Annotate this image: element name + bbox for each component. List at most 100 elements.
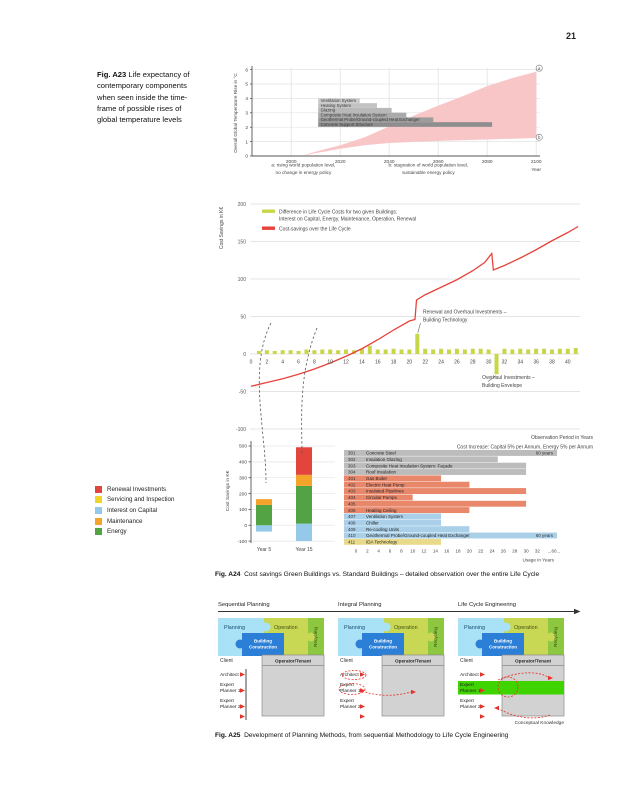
svg-text:Planner 1: Planner 1 — [220, 688, 241, 694]
svg-text:30: 30 — [524, 548, 530, 553]
svg-text:Operator/Tenant: Operator/Tenant — [395, 659, 432, 664]
svg-text:Operator/Tenant: Operator/Tenant — [275, 659, 312, 664]
svg-text:Building: Building — [374, 639, 392, 644]
svg-text:Planner 2: Planner 2 — [460, 704, 481, 710]
legend-label: Renewal Investments — [107, 485, 167, 493]
svg-text:Building: Building — [254, 639, 272, 644]
figA25-caption-text: Development of Planning Methods, from se… — [244, 732, 509, 739]
svg-text:Cost-savings over the Life Cyc: Cost-savings over the Life Cycle — [279, 227, 351, 233]
svg-text:Building Technology: Building Technology — [423, 318, 468, 324]
svg-text:Construction: Construction — [489, 645, 517, 650]
svg-text:407: 407 — [348, 514, 356, 519]
svg-text:200: 200 — [239, 491, 247, 497]
svg-text:36: 36 — [533, 360, 539, 366]
svg-text:Operation: Operation — [514, 625, 538, 631]
svg-text:Client: Client — [340, 658, 353, 664]
svg-text:Planning: Planning — [464, 625, 485, 631]
legend-label: Maintenance — [107, 517, 143, 525]
svg-text:0: 0 — [243, 352, 246, 358]
svg-text:a: rising world population lev: a: rising world population level, — [271, 163, 335, 168]
svg-text:Glazing: Glazing — [321, 108, 336, 113]
svg-text:411: 411 — [348, 540, 356, 545]
svg-text:500: 500 — [239, 444, 247, 450]
svg-text:303: 303 — [348, 463, 356, 468]
svg-text:Cost Savings in K€: Cost Savings in K€ — [219, 207, 225, 249]
svg-text:-50: -50 — [239, 389, 246, 395]
svg-text:24: 24 — [438, 360, 444, 366]
svg-text:302: 302 — [348, 457, 356, 462]
svg-text:2100: 2100 — [531, 159, 542, 165]
svg-text:Circular Pumps: Circular Pumps — [366, 495, 398, 500]
svg-text:Usage in Years: Usage in Years — [522, 557, 554, 562]
svg-text:24: 24 — [490, 548, 496, 553]
svg-text:100: 100 — [239, 507, 247, 513]
svg-text:60 years: 60 years — [536, 451, 554, 456]
svg-text:Composite Heat Insulation Syst: Composite Heat Insulation System — [321, 112, 387, 117]
svg-text:Heating System: Heating System — [321, 103, 352, 108]
svg-text:Planner 2: Planner 2 — [340, 704, 361, 710]
svg-text:Electric Heat Pump: Electric Heat Pump — [366, 482, 405, 487]
svg-text:32: 32 — [535, 548, 541, 553]
svg-text:401: 401 — [348, 476, 356, 481]
svg-text:301: 301 — [348, 451, 356, 456]
legend-swatch — [95, 517, 102, 525]
svg-text:2000: 2000 — [286, 159, 297, 165]
svg-text:0: 0 — [355, 548, 358, 553]
svg-text:8: 8 — [313, 360, 316, 366]
figA24-breakdown-legend: Renewal Investments Servicing and Inspect… — [95, 484, 174, 537]
svg-text:32: 32 — [502, 360, 508, 366]
figA24-breakdown-chart: 500 400 300 200 100 0 -100 Cost Savings in K€ Ye… — [225, 441, 335, 553]
svg-text:20: 20 — [467, 548, 473, 553]
svg-text:Year: Year — [531, 167, 541, 173]
svg-text:Concrete Steel: Concrete Steel — [366, 451, 396, 456]
legend-swatch — [95, 485, 102, 493]
legend-swatch — [95, 496, 102, 504]
svg-text:Year 15: Year 15 — [295, 547, 312, 553]
svg-text:12: 12 — [422, 548, 428, 553]
svg-text:2: 2 — [245, 125, 248, 131]
svg-text:4: 4 — [281, 360, 284, 366]
svg-text:2080: 2080 — [482, 159, 493, 165]
svg-text:6: 6 — [297, 360, 300, 366]
svg-text:no change in energy policy: no change in energy policy — [276, 170, 332, 175]
page-number: 21 — [566, 31, 577, 41]
legend-item: Servicing and Inspection — [95, 495, 174, 506]
svg-text:38: 38 — [549, 360, 555, 366]
svg-text:IDA Technology: IDA Technology — [366, 540, 398, 545]
svg-text:409: 409 — [348, 527, 356, 532]
legend-item: Energy — [95, 526, 174, 537]
svg-text:Planner 1: Planner 1 — [340, 688, 361, 694]
svg-text:Recycling: Recycling — [313, 627, 318, 647]
svg-text:Concrete Support Structure: Concrete Support Structure — [321, 122, 374, 127]
svg-text:4: 4 — [377, 548, 380, 553]
svg-text:28: 28 — [470, 360, 476, 366]
figA25-planning-diagram: Sequential Planning Planning Operation Buil… — [218, 602, 581, 726]
legend-label: Energy — [107, 528, 127, 536]
svg-text:Recycling: Recycling — [433, 627, 438, 647]
svg-text:Planning: Planning — [224, 625, 245, 631]
svg-text:0: 0 — [245, 154, 248, 160]
svg-text:-100: -100 — [237, 539, 247, 545]
svg-text:Expert: Expert — [220, 682, 235, 688]
svg-text:Construction: Construction — [369, 645, 397, 650]
svg-text:Planner 1: Planner 1 — [460, 688, 481, 694]
svg-text:50: 50 — [240, 314, 246, 320]
svg-text:400: 400 — [239, 460, 247, 466]
svg-text:200: 200 — [238, 202, 247, 208]
svg-text:22: 22 — [478, 548, 484, 553]
figA25-caption: Fig. A25 Development of Planning Methods… — [215, 732, 508, 739]
svg-text:26: 26 — [454, 360, 460, 366]
svg-text:Expert: Expert — [340, 682, 355, 688]
legend-item: Interest on Capital — [95, 505, 174, 516]
svg-text:8: 8 — [400, 548, 403, 553]
figA25-label: Fig. A25 — [215, 732, 241, 739]
svg-text:Interest on Capital, Energy, M: Interest on Capital, Energy, Maintenance… — [279, 217, 416, 223]
svg-text:60 years: 60 years — [536, 533, 554, 538]
svg-text:Integral Planning: Integral Planning — [338, 602, 382, 608]
svg-text:Roof Insulation: Roof Insulation — [366, 470, 397, 475]
svg-text:16: 16 — [444, 548, 450, 553]
svg-text:14: 14 — [433, 548, 439, 553]
svg-text:0: 0 — [250, 360, 253, 366]
svg-text:Building: Building — [494, 639, 512, 644]
